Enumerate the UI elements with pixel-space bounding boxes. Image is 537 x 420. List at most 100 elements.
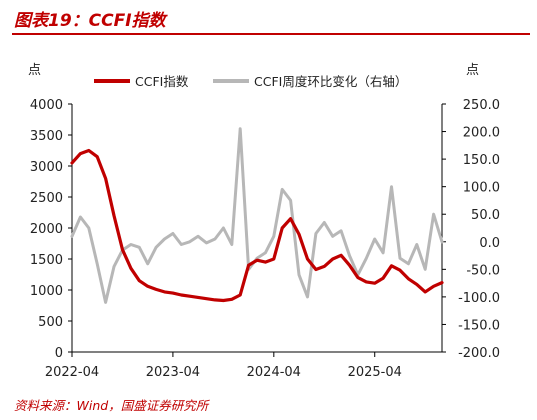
data-point-ccfi (365, 281, 368, 283)
data-point-wow-change (188, 241, 191, 243)
data-point-wow-change (197, 235, 199, 238)
data-point-wow-change (424, 268, 427, 271)
data-point-wow-change (104, 301, 107, 304)
data-point-wow-change (281, 188, 284, 191)
legend-label-wow-change: CCFI周度环比变化（右轴） (254, 74, 407, 89)
data-point-ccfi (121, 248, 124, 251)
left-tick-label: 1500 (30, 253, 63, 268)
data-point-wow-change (348, 254, 351, 257)
data-point-wow-change (340, 230, 342, 232)
left-tick-label: 2000 (30, 222, 63, 237)
data-point-wow-change (323, 221, 326, 224)
left-tick-label: 4000 (30, 98, 63, 113)
data-point-ccfi (214, 299, 216, 301)
data-point-ccfi (315, 268, 317, 271)
data-point-ccfi (222, 299, 225, 302)
data-point-ccfi (424, 291, 427, 293)
data-point-wow-change (399, 257, 401, 260)
data-point-ccfi (172, 292, 174, 294)
title-divider (12, 33, 530, 35)
left-axis-unit: 点 (28, 63, 41, 78)
data-point-ccfi (104, 177, 107, 180)
data-point-wow-change (390, 185, 393, 188)
left-tick-label: 3000 (30, 160, 63, 175)
data-point-wow-change (382, 252, 384, 254)
data-point-ccfi (432, 285, 435, 288)
data-point-ccfi (399, 269, 401, 272)
right-tick-label: 0.0 (479, 236, 500, 251)
left-tick-label: 1000 (30, 284, 63, 299)
data-point-wow-change (180, 243, 183, 246)
right-axis-unit: 点 (466, 63, 479, 78)
data-point-wow-change (416, 243, 418, 246)
data-point-ccfi (205, 297, 208, 300)
data-point-wow-change (441, 241, 443, 243)
data-point-ccfi (298, 233, 300, 235)
data-point-ccfi (79, 152, 82, 155)
data-point-ccfi (373, 282, 376, 285)
data-point-wow-change (239, 128, 241, 130)
data-point-ccfi (188, 295, 191, 298)
x-tick-label: 2025-04 (348, 365, 402, 380)
series-lines (70, 127, 444, 304)
data-point-wow-change (298, 274, 300, 276)
data-point-ccfi (88, 149, 90, 152)
data-point-wow-change (273, 235, 275, 238)
data-point-ccfi (113, 214, 115, 217)
data-point-wow-change (172, 232, 174, 235)
data-point-ccfi (180, 294, 183, 296)
data-point-ccfi (382, 277, 384, 280)
data-point-ccfi (155, 288, 157, 291)
x-tick-label: 2022-04 (45, 365, 99, 380)
data-point-wow-change (432, 213, 435, 215)
data-point-wow-change (205, 242, 208, 244)
data-point-ccfi (357, 276, 359, 279)
data-point-wow-change (331, 235, 334, 238)
data-point-wow-change (71, 235, 73, 238)
x-tick-label: 2024-04 (247, 365, 301, 380)
data-point-wow-change (231, 243, 233, 246)
data-point-ccfi (390, 265, 393, 267)
chart-title: 图表19：CCFI指数 (14, 11, 166, 31)
data-point-ccfi (323, 265, 326, 268)
data-point-ccfi (163, 291, 166, 293)
data-point-ccfi (71, 162, 73, 164)
data-point-ccfi (264, 261, 267, 263)
series-line-wow-change (70, 127, 444, 304)
data-point-ccfi (231, 298, 233, 301)
axes: 点 点 0 500 1000 1500 2000 2500 3000 3500 4000 -200… (28, 63, 500, 380)
data-point-wow-change (146, 263, 149, 265)
data-point-wow-change (373, 238, 376, 240)
x-tick-label: 2023-04 (146, 365, 200, 380)
data-point-ccfi (407, 278, 410, 280)
data-point-ccfi (441, 281, 443, 284)
data-point-wow-change (365, 257, 368, 260)
data-point-ccfi (416, 283, 418, 286)
data-point-ccfi (138, 279, 141, 282)
data-point-ccfi (247, 264, 250, 267)
legend-label-ccfi: CCFI指数 (135, 74, 189, 89)
data-point-ccfi (348, 264, 351, 267)
data-point-ccfi (146, 285, 149, 288)
data-point-ccfi (340, 254, 342, 257)
data-point-ccfi (256, 259, 258, 262)
source-note: 资料来源：Wind，国盛证券研究所 (14, 398, 209, 413)
data-point-wow-change (138, 246, 141, 249)
data-point-ccfi (306, 258, 309, 260)
data-point-ccfi (273, 258, 275, 260)
data-point-wow-change (130, 243, 132, 246)
right-tick-label: 200.0 (463, 126, 500, 141)
data-point-wow-change (306, 296, 309, 298)
right-tick-label: -150.0 (458, 318, 500, 333)
data-point-wow-change (214, 238, 216, 240)
right-tick-label: 250.0 (463, 98, 500, 113)
data-point-wow-change (289, 199, 292, 202)
data-point-wow-change (407, 263, 410, 265)
data-point-ccfi (130, 267, 132, 270)
data-point-ccfi (289, 217, 292, 220)
left-tick-label: 2500 (30, 191, 63, 206)
data-point-ccfi (239, 294, 241, 296)
data-point-wow-change (113, 265, 115, 268)
data-point-wow-change (315, 232, 317, 235)
right-tick-label: 150.0 (463, 153, 500, 168)
